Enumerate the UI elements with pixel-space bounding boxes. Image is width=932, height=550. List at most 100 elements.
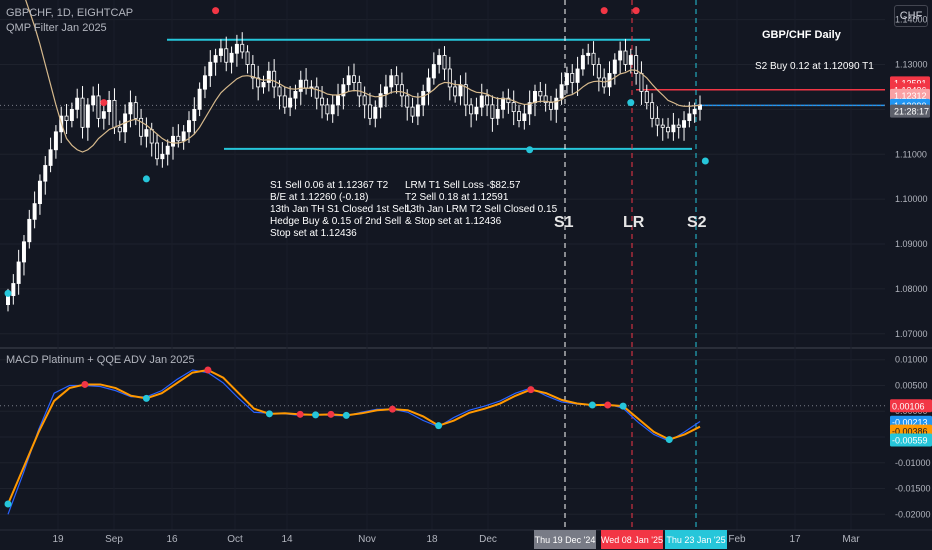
signal-dot bbox=[701, 157, 709, 165]
candle-body bbox=[410, 106, 415, 117]
price-tick-label: 1.11000 bbox=[895, 149, 927, 159]
candle-body bbox=[479, 95, 484, 108]
candle-body bbox=[288, 97, 293, 108]
candle-body bbox=[548, 102, 553, 110]
candle-body bbox=[256, 77, 261, 88]
candle-body bbox=[336, 95, 341, 106]
candle-body bbox=[485, 95, 490, 106]
signal-dot bbox=[212, 7, 220, 15]
candle-body bbox=[144, 129, 149, 137]
candle-body bbox=[240, 43, 245, 53]
x-axis-date-tag-text: Wed 08 Jan '25 bbox=[601, 535, 663, 545]
candle-body bbox=[64, 115, 69, 121]
macd-main-line bbox=[7, 368, 701, 505]
macd-signal-dot bbox=[342, 411, 350, 419]
candle-body bbox=[234, 43, 239, 54]
candle-body bbox=[213, 55, 218, 63]
candle-body bbox=[431, 64, 436, 79]
macd-signal-dot bbox=[435, 422, 443, 430]
candle-body bbox=[394, 75, 399, 86]
lower-indicator-legend[interactable]: MACD Platinum + QQE ADV Jan 2025 bbox=[6, 354, 195, 366]
candle-body bbox=[442, 55, 447, 70]
price-axis-tag-text: 1.12312 bbox=[894, 91, 927, 101]
symbol-title[interactable]: GBPCHF, 1D, EIGHTCAP bbox=[6, 7, 134, 19]
moving-average-line bbox=[25, 0, 701, 153]
candle-body bbox=[655, 117, 660, 126]
candle-body bbox=[367, 104, 372, 119]
candle-body bbox=[197, 88, 202, 110]
candle-body bbox=[224, 48, 229, 63]
candle-body bbox=[596, 64, 601, 79]
candles bbox=[6, 32, 702, 312]
candle-body bbox=[85, 104, 90, 128]
candle-body bbox=[506, 97, 511, 104]
candle-body bbox=[378, 93, 383, 108]
indicator-legend[interactable]: QMP Filter Jan 2025 bbox=[6, 22, 107, 34]
candle-body bbox=[139, 117, 144, 137]
macd-signal-dot bbox=[81, 380, 89, 388]
macd-signal-dot bbox=[527, 386, 535, 394]
candle-body bbox=[575, 68, 580, 83]
candle-body bbox=[320, 97, 325, 106]
x-tick-label: 19 bbox=[52, 534, 64, 545]
candle-body bbox=[16, 261, 21, 284]
candle-body bbox=[538, 91, 543, 97]
macd-axis-tag-text: 0.00106 bbox=[892, 401, 925, 411]
x-tick-label: 14 bbox=[281, 534, 293, 545]
candle-body bbox=[447, 68, 452, 88]
candle-body bbox=[591, 52, 596, 65]
chart-annotation-title: GBP/CHF Daily bbox=[762, 29, 841, 41]
candle-body bbox=[96, 95, 101, 119]
signal-dot bbox=[142, 175, 150, 183]
candle-body bbox=[554, 97, 559, 110]
macd-axis-tag-text: -0.00213 bbox=[892, 418, 928, 428]
candle-body bbox=[48, 149, 53, 166]
candle-body bbox=[91, 95, 96, 106]
macd-signal-line bbox=[7, 369, 701, 515]
x-tick-label: Oct bbox=[227, 534, 243, 545]
candle-body bbox=[341, 84, 346, 97]
candle-body bbox=[644, 91, 649, 104]
candle-body bbox=[415, 104, 420, 117]
candle-body bbox=[389, 75, 394, 88]
price-axis-tag bbox=[890, 104, 930, 118]
candle-body bbox=[218, 48, 223, 56]
marker-label-lr: LR bbox=[623, 214, 645, 231]
price-tick-label: 1.09000 bbox=[895, 239, 928, 249]
candle-body bbox=[517, 111, 522, 121]
macd-signal-dot bbox=[327, 410, 335, 418]
candle-body bbox=[586, 52, 591, 56]
candle-body bbox=[75, 97, 80, 110]
candle-body bbox=[149, 129, 154, 144]
candle-body bbox=[32, 203, 37, 220]
candle-body bbox=[352, 75, 356, 83]
candle-body bbox=[21, 241, 26, 263]
candle-body bbox=[543, 95, 548, 104]
candle-body bbox=[27, 218, 32, 243]
currency-button[interactable]: CHF bbox=[894, 5, 928, 27]
candle-body bbox=[293, 91, 298, 99]
candle-body bbox=[330, 104, 335, 115]
macd-tick-label: -0.01500 bbox=[895, 484, 931, 494]
price-tick-label: 1.07000 bbox=[895, 329, 928, 339]
candle-body bbox=[623, 50, 628, 65]
candle-body bbox=[650, 102, 655, 119]
candle-body bbox=[522, 113, 527, 121]
macd-signal-dot bbox=[312, 411, 320, 419]
candle-body bbox=[186, 120, 191, 133]
chart-annotation-subtitle: S2 Buy 0.12 at 1.12090 T1 bbox=[755, 61, 874, 72]
candle-body bbox=[133, 102, 138, 119]
candle-body bbox=[165, 145, 170, 155]
candle-body bbox=[346, 75, 351, 86]
macd-axis-tag bbox=[890, 433, 932, 447]
candle-body bbox=[261, 82, 266, 88]
candle-body bbox=[362, 95, 367, 106]
candle-body bbox=[101, 111, 106, 119]
signal-dot bbox=[600, 7, 608, 15]
candle-body bbox=[559, 84, 564, 99]
macd-tick-label: -0.02000 bbox=[895, 509, 931, 519]
candle-body bbox=[527, 102, 532, 115]
price-tick-label: 1.08000 bbox=[895, 284, 928, 294]
candle-body bbox=[474, 106, 479, 115]
